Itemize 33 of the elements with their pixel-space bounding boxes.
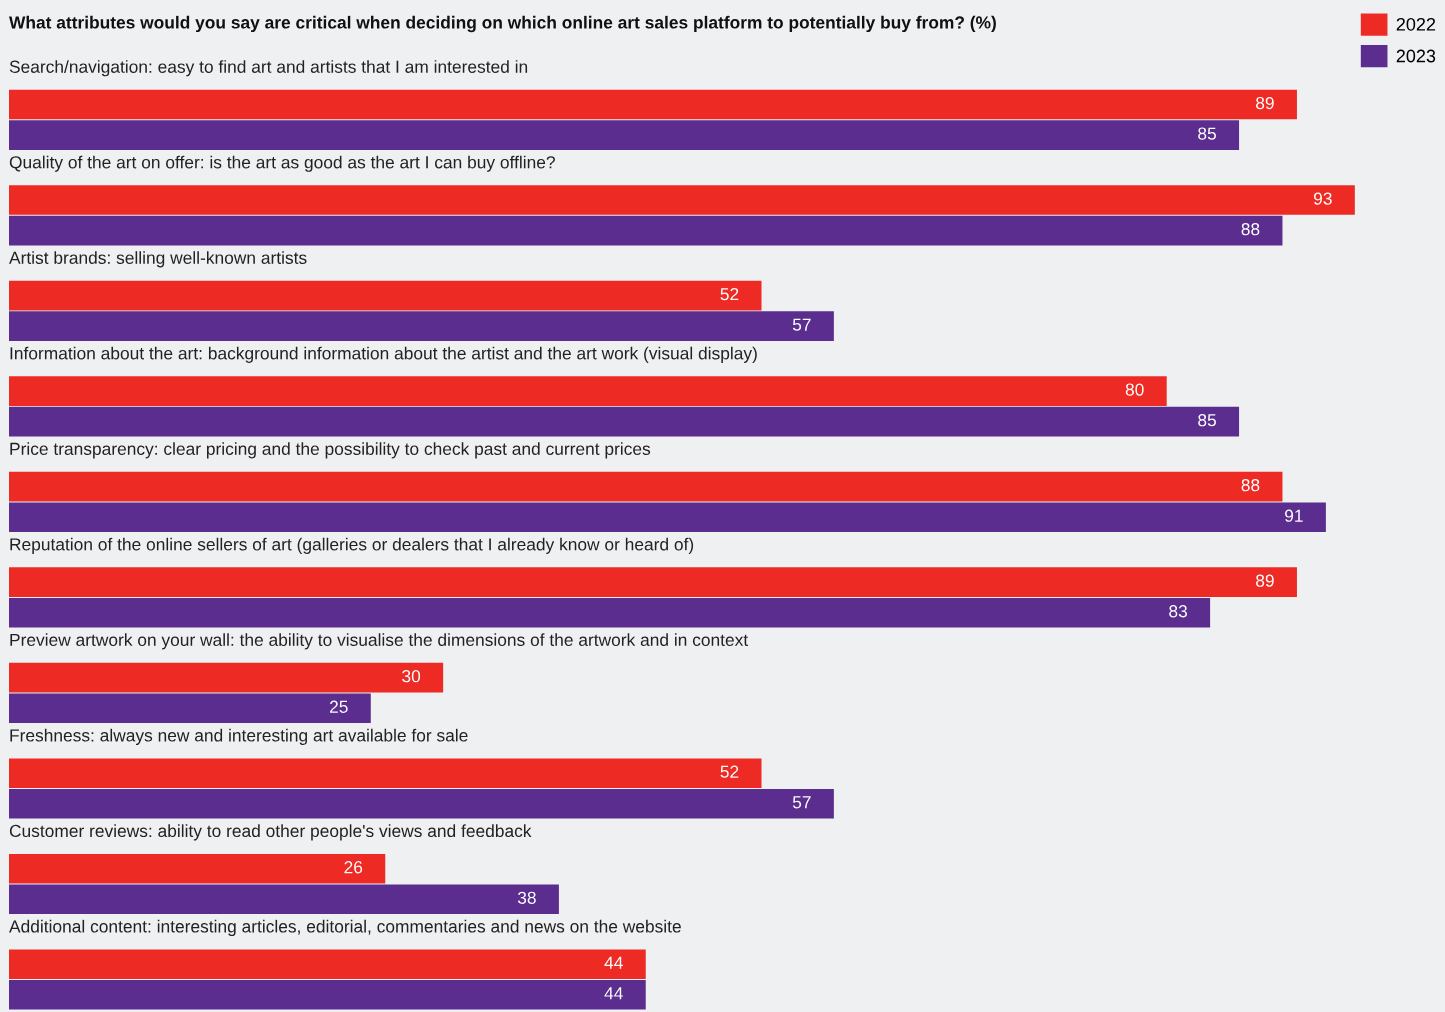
legend-label: 2023 bbox=[1396, 49, 1436, 63]
y-tick-label: Quality of the art on offer: is the art as good as the art I can buy offline? bbox=[9, 155, 555, 172]
data-label: 85 bbox=[1198, 414, 1216, 427]
data-label: 89 bbox=[1256, 574, 1274, 587]
data-label: 57 bbox=[792, 796, 811, 809]
legend-label: 2022 bbox=[1396, 17, 1436, 31]
data-label: 80 bbox=[1125, 383, 1144, 396]
y-tick-label: Customer reviews: ability to read other people's views and feedback bbox=[9, 824, 532, 841]
data-label: 57 bbox=[792, 318, 811, 331]
y-tick-label: Price transparency: clear pricing and the possibility to check past and current prices bbox=[10, 442, 651, 459]
data-label: 38 bbox=[517, 891, 536, 904]
chart-title: What attributes would you say are critical when deciding on which online art sales platform to potentially buy from? (%) bbox=[9, 15, 996, 33]
data-label: 44 bbox=[604, 956, 623, 969]
data-label: 44 bbox=[604, 987, 623, 1000]
y-tick-label: Artist brands: selling well-known artists bbox=[9, 251, 307, 268]
data-label: 25 bbox=[329, 700, 348, 713]
data-label: 26 bbox=[344, 861, 363, 874]
y-tick-label: Freshness: always new and interesting art available for sale bbox=[10, 728, 468, 745]
y-tick-label: Additional content: interesting articles, editorial, commentaries and news on the website bbox=[9, 919, 681, 937]
y-tick-label: Preview artwork on your wall: the ability to visualise the dimensions of the artwork and in context bbox=[10, 633, 749, 650]
data-label: 88 bbox=[1241, 478, 1260, 492]
data-label: 52 bbox=[720, 287, 739, 301]
data-label: 93 bbox=[1313, 192, 1332, 205]
data-label: 89 bbox=[1256, 96, 1274, 110]
data-label: 52 bbox=[720, 765, 739, 778]
y-tick-label: Reputation of the online sellers of art (galleries or dealers that I already know or heard of) bbox=[10, 537, 694, 554]
data-label: 85 bbox=[1198, 127, 1216, 140]
data-label: 30 bbox=[402, 670, 421, 683]
y-tick-label: Search/navigation: easy to find art and artists that I am interested in bbox=[9, 60, 528, 77]
data-label: 88 bbox=[1241, 222, 1260, 236]
y-tick-label: Information about the art: background information about the artist and the art work (visual display) bbox=[10, 346, 757, 363]
data-label: 91 bbox=[1285, 509, 1303, 522]
data-label: 83 bbox=[1169, 605, 1187, 618]
